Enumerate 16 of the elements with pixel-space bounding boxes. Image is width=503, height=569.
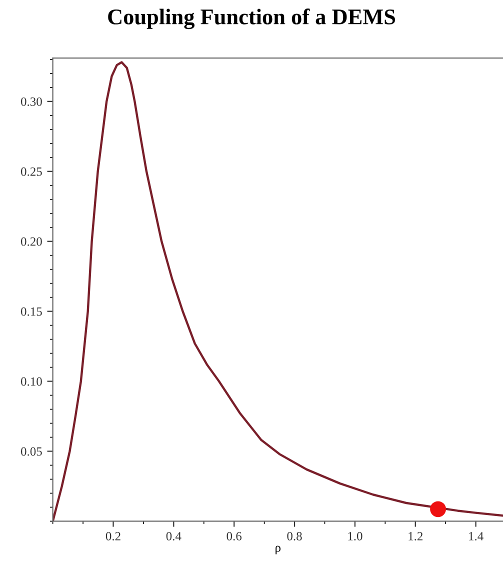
x-tick-label: 1.2 (408, 532, 423, 540)
x-tick-label: 0.8 (287, 532, 302, 540)
y-tick-label: 0.05 (21, 447, 42, 456)
x-tick-label: 0.6 (226, 532, 242, 540)
x-tick-label: 0.2 (106, 532, 120, 540)
y-tick-label: 0.10 (21, 377, 42, 386)
x-tick-label: 1.0 (348, 532, 362, 540)
x-axis-title: ρ (276, 546, 281, 554)
y-tick-label: 0.30 (21, 97, 42, 106)
chart-title: Coupling Function of a DEMS (108, 8, 396, 30)
x-tick-label: 1.4 (469, 532, 484, 540)
y-tick-label: 0.25 (21, 167, 42, 176)
x-tick-label: 0.4 (166, 532, 182, 540)
y-tick-label: 0.20 (21, 237, 42, 246)
y-tick-label: 0.15 (21, 307, 42, 316)
line-series (52, 61, 503, 522)
